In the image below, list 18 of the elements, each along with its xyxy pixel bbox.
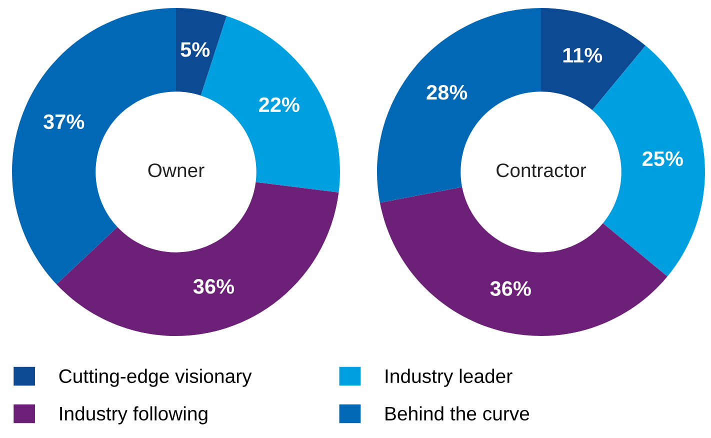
text: Owner — [148, 163, 204, 178]
legend-label: Industry leader — [386, 368, 512, 387]
donut-slice — [176, 8, 227, 96]
legend-label: Behind the curve — [386, 406, 530, 421]
donut-slice — [541, 8, 646, 110]
data-label: 22% — [259, 97, 300, 112]
data-label: 28% — [426, 84, 468, 100]
legend-label: Cutting-edge visionary — [59, 368, 252, 387]
data-label: 36% — [193, 279, 234, 294]
donut-slice — [380, 187, 668, 336]
data-label: 36% — [490, 281, 531, 296]
legend-label: Industry following — [60, 406, 208, 424]
data-label: 25% — [642, 151, 683, 166]
donut-slice — [56, 182, 339, 336]
data-label: 37% — [44, 114, 84, 130]
data-label: 5% — [180, 42, 210, 57]
data-label: 11% — [563, 48, 602, 63]
text: Contractor — [496, 163, 586, 178]
